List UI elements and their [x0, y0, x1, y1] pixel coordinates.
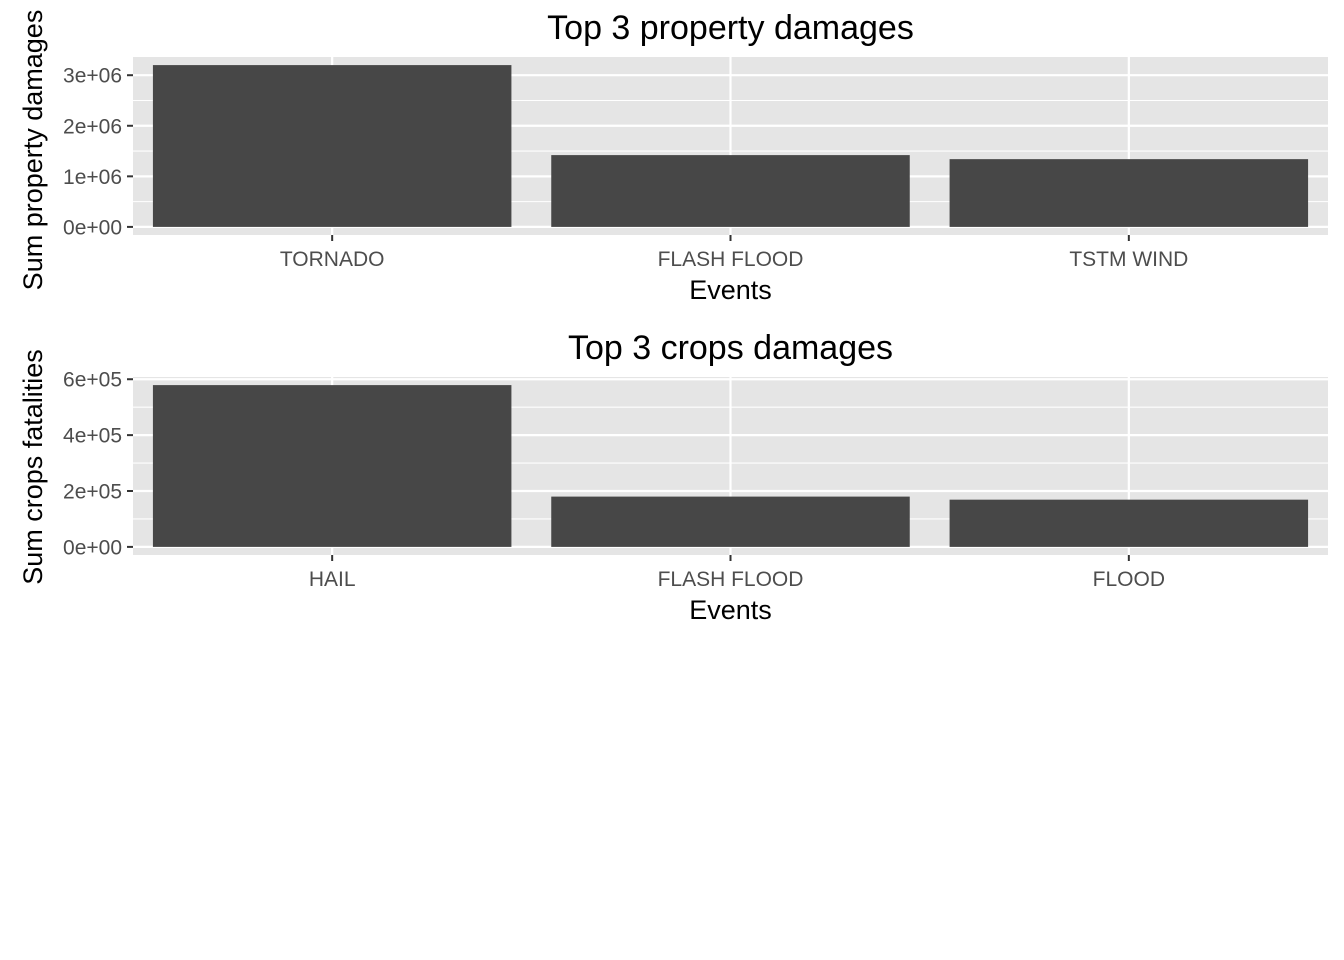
chart-title: Top 3 property damages — [547, 9, 914, 47]
bar-flash-flood — [551, 496, 910, 547]
chart-panel-1: 0e+00 2e+05 4e+05 6e+05 HAIL FLASH FLOOD FLOOD… — [18, 329, 1328, 625]
bar-tstm-wind — [949, 159, 1309, 227]
x-axis-title: Events — [689, 275, 772, 305]
y-axis-title: Sum property damages — [18, 10, 48, 291]
y-tick-label: 0e+00 — [63, 536, 122, 559]
bar-flash-flood — [551, 155, 910, 227]
chart-title: Top 3 crops damages — [568, 329, 893, 367]
y-tick-label: 4e+05 — [63, 425, 122, 448]
bar-flood — [949, 499, 1309, 547]
x-tick-label: FLOOD — [1093, 568, 1165, 591]
x-tick-label: TSTM WIND — [1069, 248, 1188, 271]
y-tick-label: 3e+06 — [63, 65, 122, 88]
y-tick-label: 6e+05 — [63, 369, 122, 392]
bar-tornado — [152, 65, 512, 227]
bar-hail — [152, 385, 512, 547]
y-tick-label: 0e+00 — [63, 216, 122, 239]
chart-panel-0: 0e+00 1e+06 2e+06 3e+06 TORNADO FLASH FLOOD TS… — [18, 9, 1328, 305]
x-tick-label: FLASH FLOOD — [658, 568, 804, 591]
x-axis-title: Events — [689, 595, 772, 625]
y-axis-title: Sum crops fatalities — [18, 349, 48, 585]
x-tick-label: HAIL — [309, 568, 356, 591]
x-tick-label: FLASH FLOOD — [658, 248, 804, 271]
y-tick-label: 2e+05 — [63, 481, 122, 504]
y-tick-label: 1e+06 — [63, 166, 122, 189]
x-tick-label: TORNADO — [280, 248, 385, 271]
y-tick-label: 2e+06 — [63, 115, 122, 138]
